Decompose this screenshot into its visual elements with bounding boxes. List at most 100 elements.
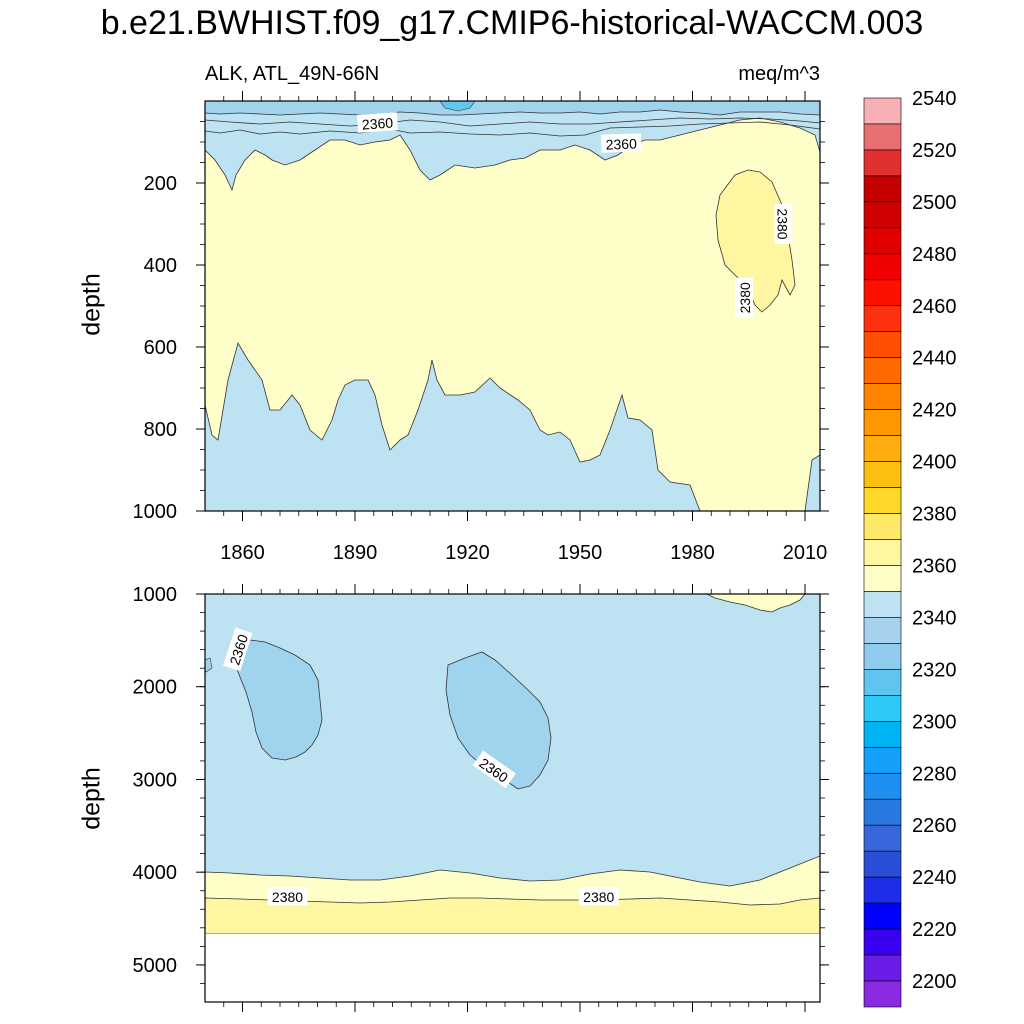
- contour-label: 2360: [356, 112, 399, 133]
- colorbar-box: [863, 357, 902, 384]
- contour-label: 2380: [774, 204, 793, 244]
- colorbar-label: 2400: [912, 452, 957, 474]
- region-2350-edge: [205, 657, 213, 673]
- colorbar-box: [863, 123, 902, 151]
- colorbar-box: [863, 798, 902, 826]
- colorbar-box: [863, 980, 902, 1008]
- contour-label-bg: [774, 204, 793, 244]
- contour-label-bg: [735, 277, 753, 318]
- contour-label-text: 2380: [272, 889, 303, 905]
- x-tick-label: 1950: [558, 542, 603, 564]
- colorbar: 2200 2220 2240 2260 2280 2300 2320 2340 2360 2380…: [863, 88, 957, 1008]
- colorbar-label: 2320: [912, 659, 957, 681]
- colorbar-box: [863, 227, 902, 255]
- colorbar-label: 2480: [912, 244, 957, 266]
- contour-label-text: 2380: [583, 889, 614, 905]
- contour-line: [205, 121, 820, 137]
- colorbar-box: [863, 409, 902, 436]
- unit-label: meq/m^3: [738, 63, 820, 85]
- colorbar-label: 2340: [912, 607, 957, 629]
- y-tick-label: 600: [144, 337, 177, 359]
- contour-label-bg: [600, 133, 642, 153]
- region-2380-deep: [205, 897, 820, 935]
- colorbar-box: [863, 513, 902, 540]
- contour-label: 2360: [600, 133, 642, 153]
- colorbar-label: 2520: [912, 140, 957, 162]
- colorbar-label: 2360: [912, 555, 957, 577]
- contour-label-bg: [472, 750, 516, 789]
- colorbar-box: [863, 643, 902, 670]
- colorbar-box: [863, 669, 902, 696]
- region-2370: [205, 117, 820, 511]
- region-2350-lens-b: [445, 651, 552, 790]
- y-tick-label: 200: [144, 173, 177, 195]
- upper-panel: [204, 100, 821, 512]
- colorbar-box: [863, 902, 902, 930]
- contour-label-bg: [356, 112, 399, 133]
- colorbar-box: [863, 954, 902, 982]
- colorbar-box: [863, 201, 902, 229]
- colorbar-box: [863, 331, 902, 359]
- colorbar-box: [863, 876, 902, 904]
- colorbar-box: [863, 824, 902, 852]
- region-2370-topright: [706, 594, 806, 613]
- contour-label: 2380: [578, 887, 619, 906]
- missing-data-region: [205, 934, 820, 1002]
- colorbar-label: 2500: [912, 192, 957, 214]
- contour-label-bg: [267, 887, 308, 906]
- x-tick-label: 1920: [445, 542, 490, 564]
- x-tick-label: 1980: [670, 542, 715, 564]
- contour-label: 2380: [735, 277, 753, 318]
- region-2350-lens-a: [232, 639, 323, 761]
- colorbar-box: [863, 539, 902, 566]
- colorbar-box: [863, 591, 902, 618]
- y-tick-label: 2000: [133, 677, 178, 699]
- contour-label-text: 2380: [737, 282, 753, 313]
- colorbar-box: [863, 383, 902, 410]
- colorbar-label: 2240: [912, 867, 957, 889]
- colorbar-label: 2540: [912, 88, 957, 110]
- colorbar-box: [863, 617, 902, 644]
- colorbar-label: 2440: [912, 348, 957, 370]
- colorbar-box: [863, 565, 902, 592]
- colorbar-box: [863, 253, 902, 281]
- contour-label-text: 2360: [361, 114, 393, 132]
- x-tick-label: 1890: [333, 542, 378, 564]
- contour-label-text: 2360: [605, 136, 637, 153]
- x-tick-label: 1860: [220, 542, 265, 564]
- colorbar-box: [863, 487, 902, 514]
- colorbar-label: 2200: [912, 971, 957, 993]
- colorbar-box: [863, 175, 902, 203]
- colorbar-box: [863, 721, 902, 748]
- variable-label: ALK, ATL_49N-66N: [205, 63, 380, 85]
- colorbar-box: [863, 305, 902, 333]
- colorbar-label: 2460: [912, 296, 957, 318]
- region-2340: [439, 101, 476, 112]
- chart-title: b.e21.BWHIST.f09_g17.CMIP6-historical-WA…: [100, 4, 924, 42]
- region-2350: [205, 101, 820, 116]
- y-tick-label: 3000: [133, 769, 178, 791]
- colorbar-box: [863, 850, 902, 878]
- y-tick-label: 4000: [133, 862, 178, 884]
- colorbar-box: [863, 461, 902, 488]
- colorbar-label: 2300: [912, 711, 957, 733]
- contour-label-bg: [223, 627, 253, 672]
- colorbar-label: 2380: [912, 504, 957, 526]
- colorbar-label: 2220: [912, 919, 957, 941]
- colorbar-label: 2260: [912, 815, 957, 837]
- contour-label: 2380: [267, 887, 308, 906]
- y-tick-label: 400: [144, 255, 177, 277]
- x-tick-label: 2010: [783, 542, 828, 564]
- lower-fields: [205, 594, 820, 1002]
- colorbar-box: [863, 149, 902, 177]
- y-tick-label: 800: [144, 419, 177, 441]
- colorbar-box: [863, 97, 902, 125]
- colorbar-box: [863, 279, 902, 307]
- colorbar-label: 2280: [912, 763, 957, 785]
- contour-label-text: 2380: [775, 208, 791, 239]
- y-tick-label: 1000: [133, 501, 178, 523]
- y-tick-label: 5000: [133, 955, 178, 977]
- colorbar-label: 2420: [912, 400, 957, 422]
- colorbar-box: [863, 695, 902, 722]
